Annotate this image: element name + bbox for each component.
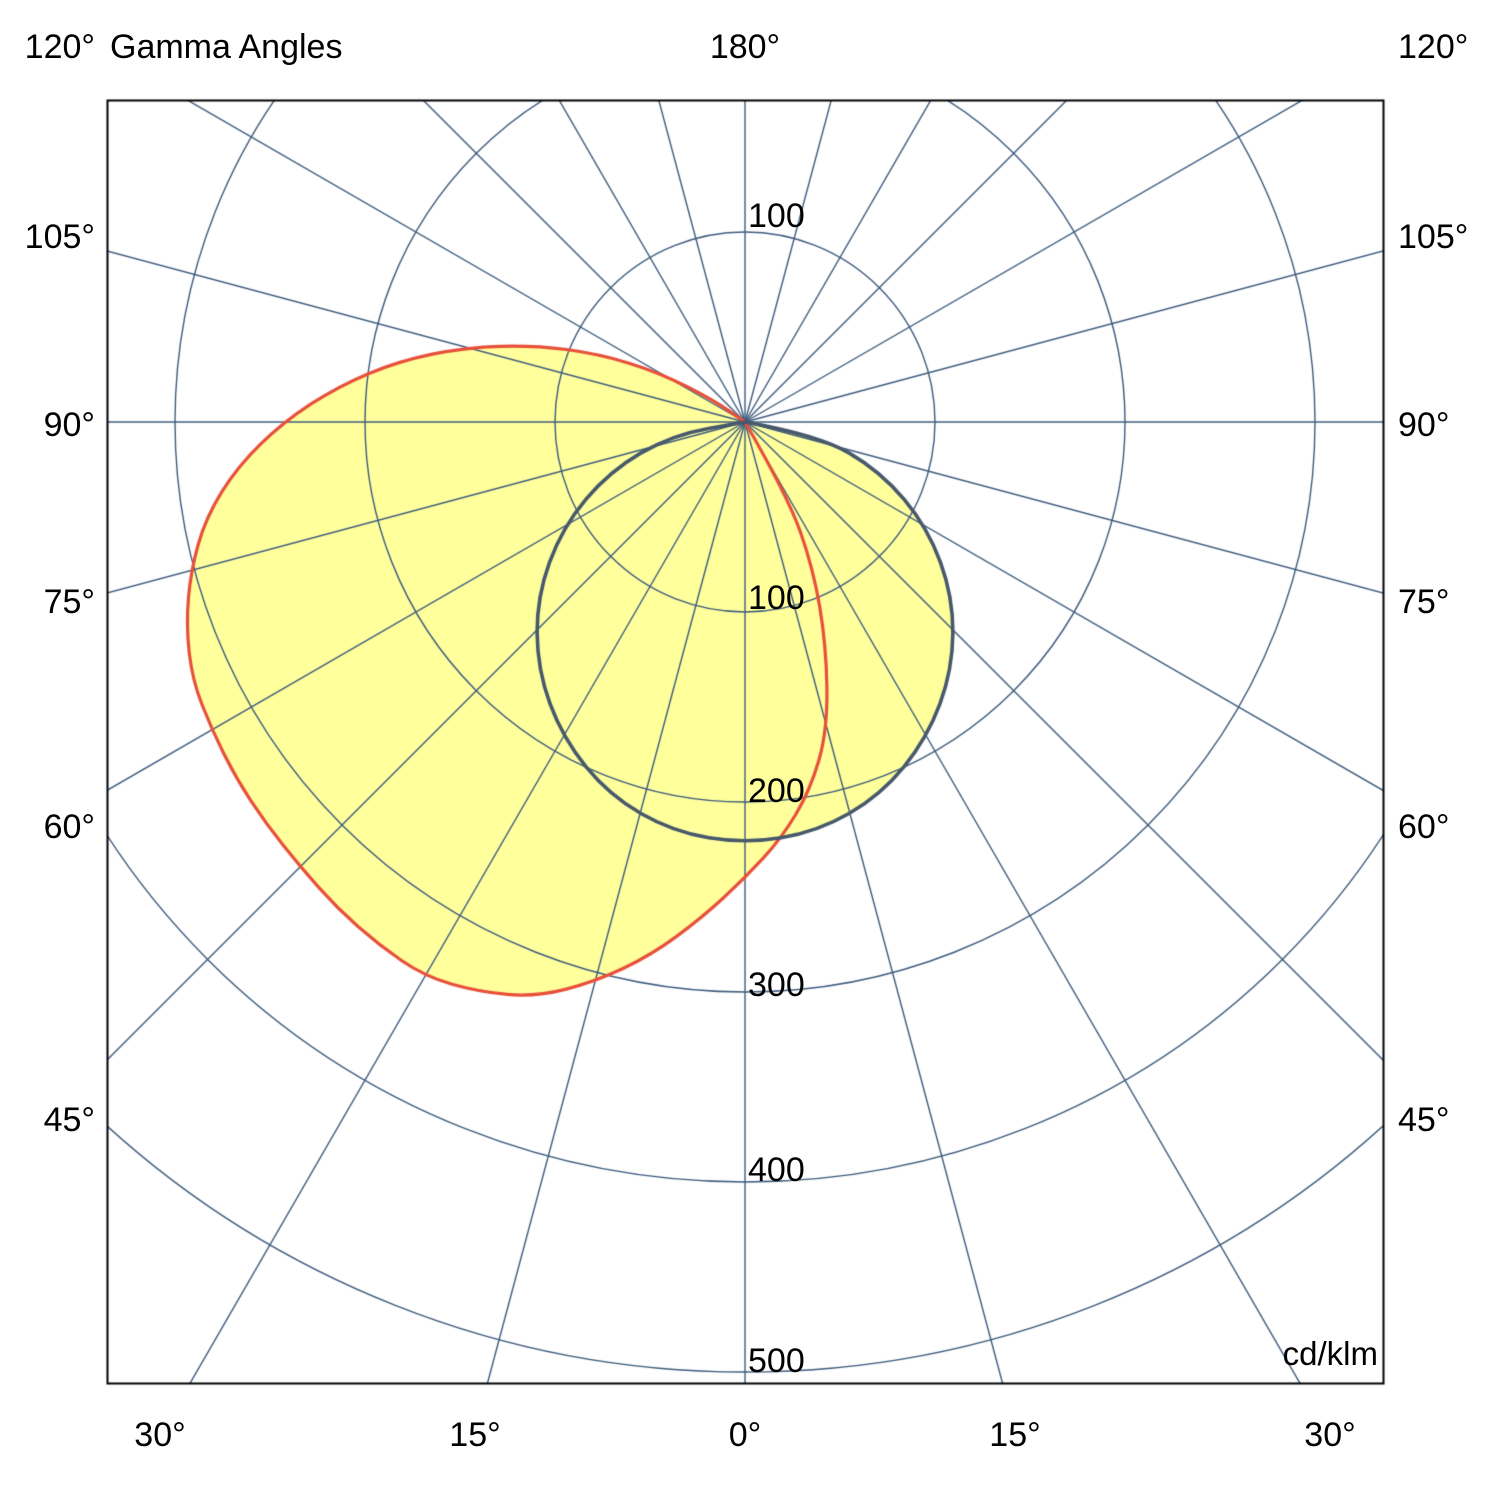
- radial-scale-label: 100: [748, 197, 805, 235]
- gamma-angle-label-right: 60°: [1398, 808, 1450, 846]
- gamma-angle-label-bottom: 30°: [1304, 1416, 1356, 1454]
- gamma-angle-label-bottom: 15°: [449, 1416, 501, 1454]
- radial-scale-label: 400: [748, 1151, 805, 1189]
- gamma-angle-label-left: 120°: [24, 28, 95, 66]
- gamma-angle-label-left: 90°: [43, 406, 95, 444]
- gamma-angle-label-left: 45°: [43, 1101, 95, 1139]
- gamma-angle-label-right: 75°: [1398, 583, 1450, 621]
- gamma-angle-label-left: 105°: [24, 218, 95, 256]
- gamma-angle-label-right: 120°: [1398, 28, 1469, 66]
- gamma-angle-label-left: 60°: [43, 808, 95, 846]
- gamma-angle-label-bottom: 30°: [134, 1416, 186, 1454]
- chart-title: Gamma Angles: [110, 28, 343, 66]
- gamma-angle-label-right: 90°: [1398, 406, 1450, 444]
- gamma-angle-label-top: 180°: [709, 28, 781, 66]
- radial-scale-label: 300: [748, 966, 805, 1004]
- gamma-angle-label-bottom: 0°: [728, 1416, 762, 1454]
- radial-scale-label: 500: [748, 1342, 805, 1380]
- gamma-angle-label-right: 105°: [1398, 218, 1469, 256]
- radial-scale-label: 200: [748, 772, 805, 810]
- gamma-angle-label-bottom: 15°: [989, 1416, 1041, 1454]
- unit-label: cd/klm: [1282, 1335, 1378, 1372]
- radial-scale-label: 100: [748, 579, 805, 617]
- gamma-angle-label-right: 45°: [1398, 1101, 1450, 1139]
- gamma-angle-label-left: 75°: [43, 583, 95, 621]
